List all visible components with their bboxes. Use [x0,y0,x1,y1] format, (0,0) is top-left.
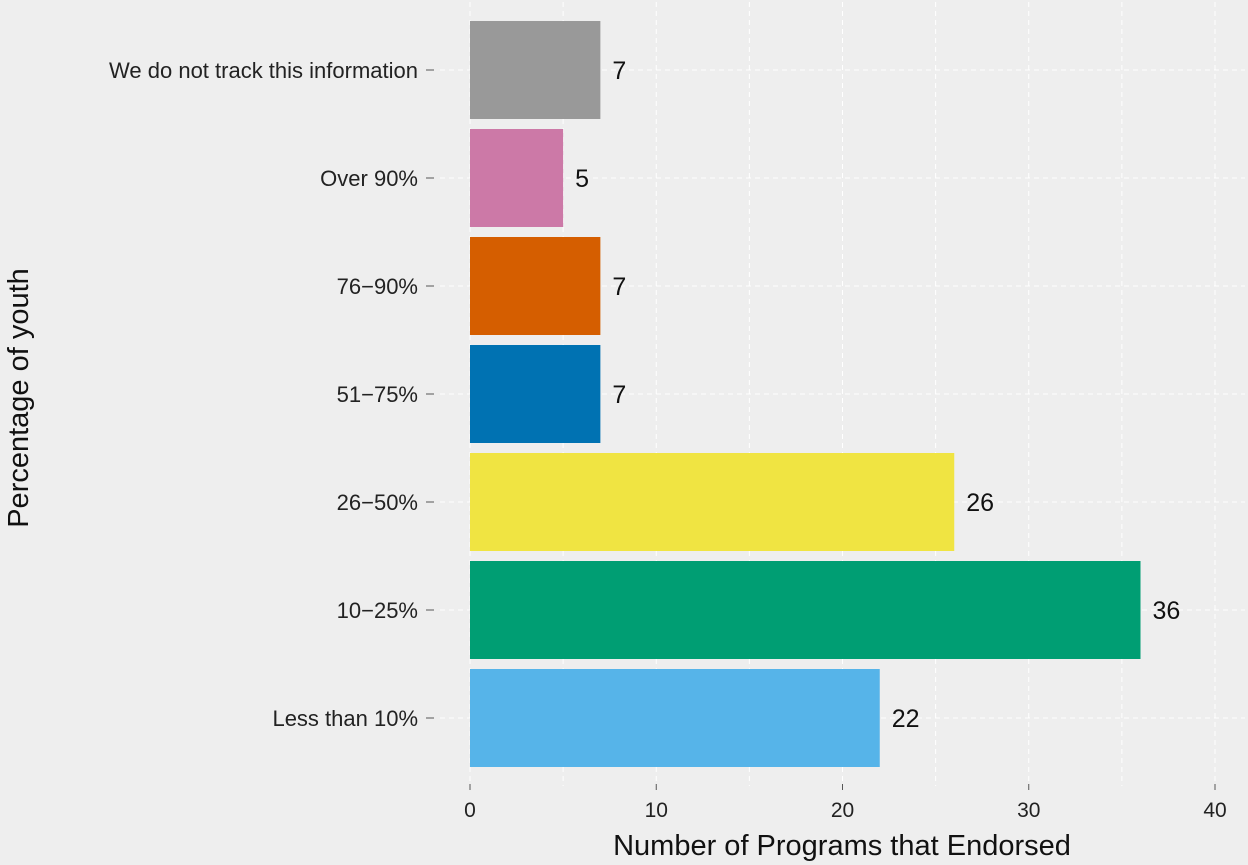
category-label: 10−25% [337,598,418,623]
category-label: Over 90% [320,166,418,191]
bar [470,669,880,767]
category-label: Less than 10% [272,706,418,731]
x-tick-label: 0 [464,799,476,822]
x-tick-label: 30 [1017,799,1040,822]
category-label: We do not track this information [109,58,418,83]
category-label: 76−90% [337,274,418,299]
x-tick-label: 10 [645,799,668,822]
category-label: 26−50% [337,490,418,515]
bar [470,345,601,443]
x-axis-title: Number of Programs that Endorsed [613,830,1071,862]
value-label: 22 [892,705,920,733]
value-label: 5 [575,165,589,193]
value-label: 7 [612,57,626,85]
bar [470,561,1141,659]
bar [470,237,601,335]
bar [470,21,601,119]
value-label: 7 [612,381,626,409]
y-axis-title: Percentage of youth [3,268,35,528]
x-tick-label: 20 [831,799,854,822]
value-label: 36 [1153,597,1181,625]
bar [470,453,955,551]
value-label: 7 [612,273,626,301]
bar [470,129,564,227]
x-tick-label: 40 [1203,799,1226,822]
value-label: 26 [966,489,994,517]
category-label: 51−75% [337,382,418,407]
bars [470,21,1141,767]
labels: 7 We do not track this information 5 Over 9… [109,57,1227,822]
